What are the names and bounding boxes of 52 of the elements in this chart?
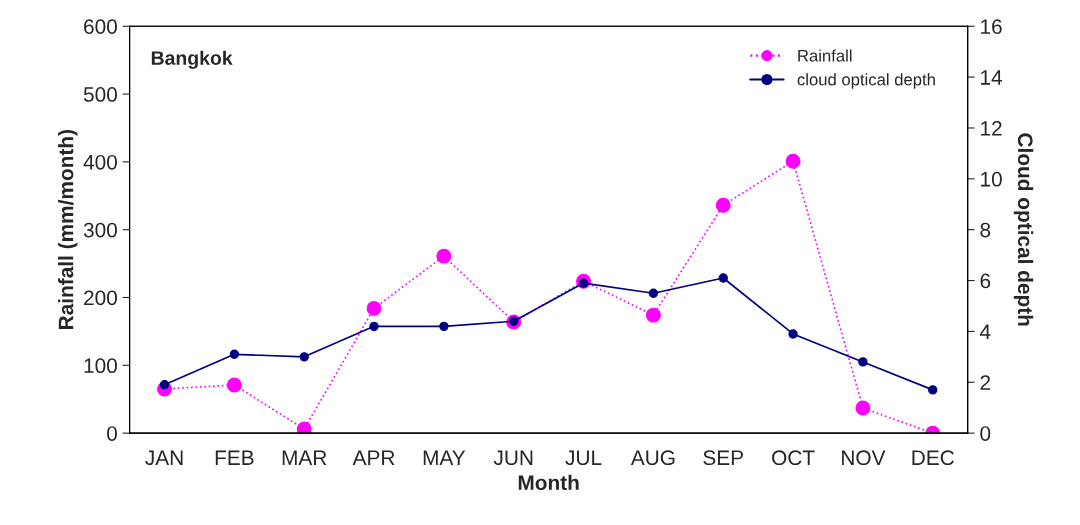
point [785,153,801,169]
point [439,321,449,332]
point [159,380,170,390]
y-tick-label: 400 [83,154,117,170]
point [369,321,379,332]
point [296,421,312,434]
x-tick-label: APR [352,450,395,465]
point [648,288,659,298]
point [229,349,240,359]
x-tick-label: MAY [423,450,466,465]
y-tick-label: 100 [84,358,117,374]
x-tick-label: DEC [912,450,954,466]
x-tick-label: JUN [493,450,533,466]
annotation: Bangkok [151,50,233,69]
y-tick-label: 600 [84,19,117,34]
x-tick-label: OCT [772,450,815,466]
x-tick-label: MAR [282,450,327,465]
x-tick-label: JUL [565,450,602,466]
y2-tick-label: 12 [981,120,1002,136]
x-tick-label: AUG [630,450,675,466]
x-axis-title: Month [518,474,579,491]
legend-label: cloud optical depth [797,73,935,89]
point [645,307,661,323]
y2-tick-label: 4 [979,324,991,339]
point [715,197,731,213]
point [226,377,242,393]
y2-tick-label: 14 [981,70,1003,85]
point [436,248,452,264]
y-tick-label: 200 [84,290,117,306]
y2-tick-label: 6 [980,273,991,289]
y-axis-title: Rainfall (mm/month) [58,130,78,329]
y-tick-label: 0 [107,426,117,441]
x-tick-label: JAN [145,450,183,466]
y2-axis-title: Cloud optical depth [1013,133,1034,326]
point [366,300,382,316]
point [928,385,938,395]
y2-tick-label: 2 [980,375,991,390]
point [718,273,728,283]
y-tick-label: 300 [83,222,117,238]
y-tick-label: 500 [83,87,117,102]
point [788,329,798,339]
legend-label: Rainfall [798,49,852,62]
y2-tick-label: 0 [980,426,991,441]
x-tick-label: FEB [215,450,254,465]
y2-tick-label: 16 [981,19,1002,34]
y2-tick-label: 8 [980,222,991,238]
x-tick-label: NOV [842,450,886,466]
point [299,352,309,362]
point [855,400,871,416]
y2-tick-label: 10 [981,171,1002,187]
point [858,357,868,367]
x-tick-label: SEP [703,450,743,466]
